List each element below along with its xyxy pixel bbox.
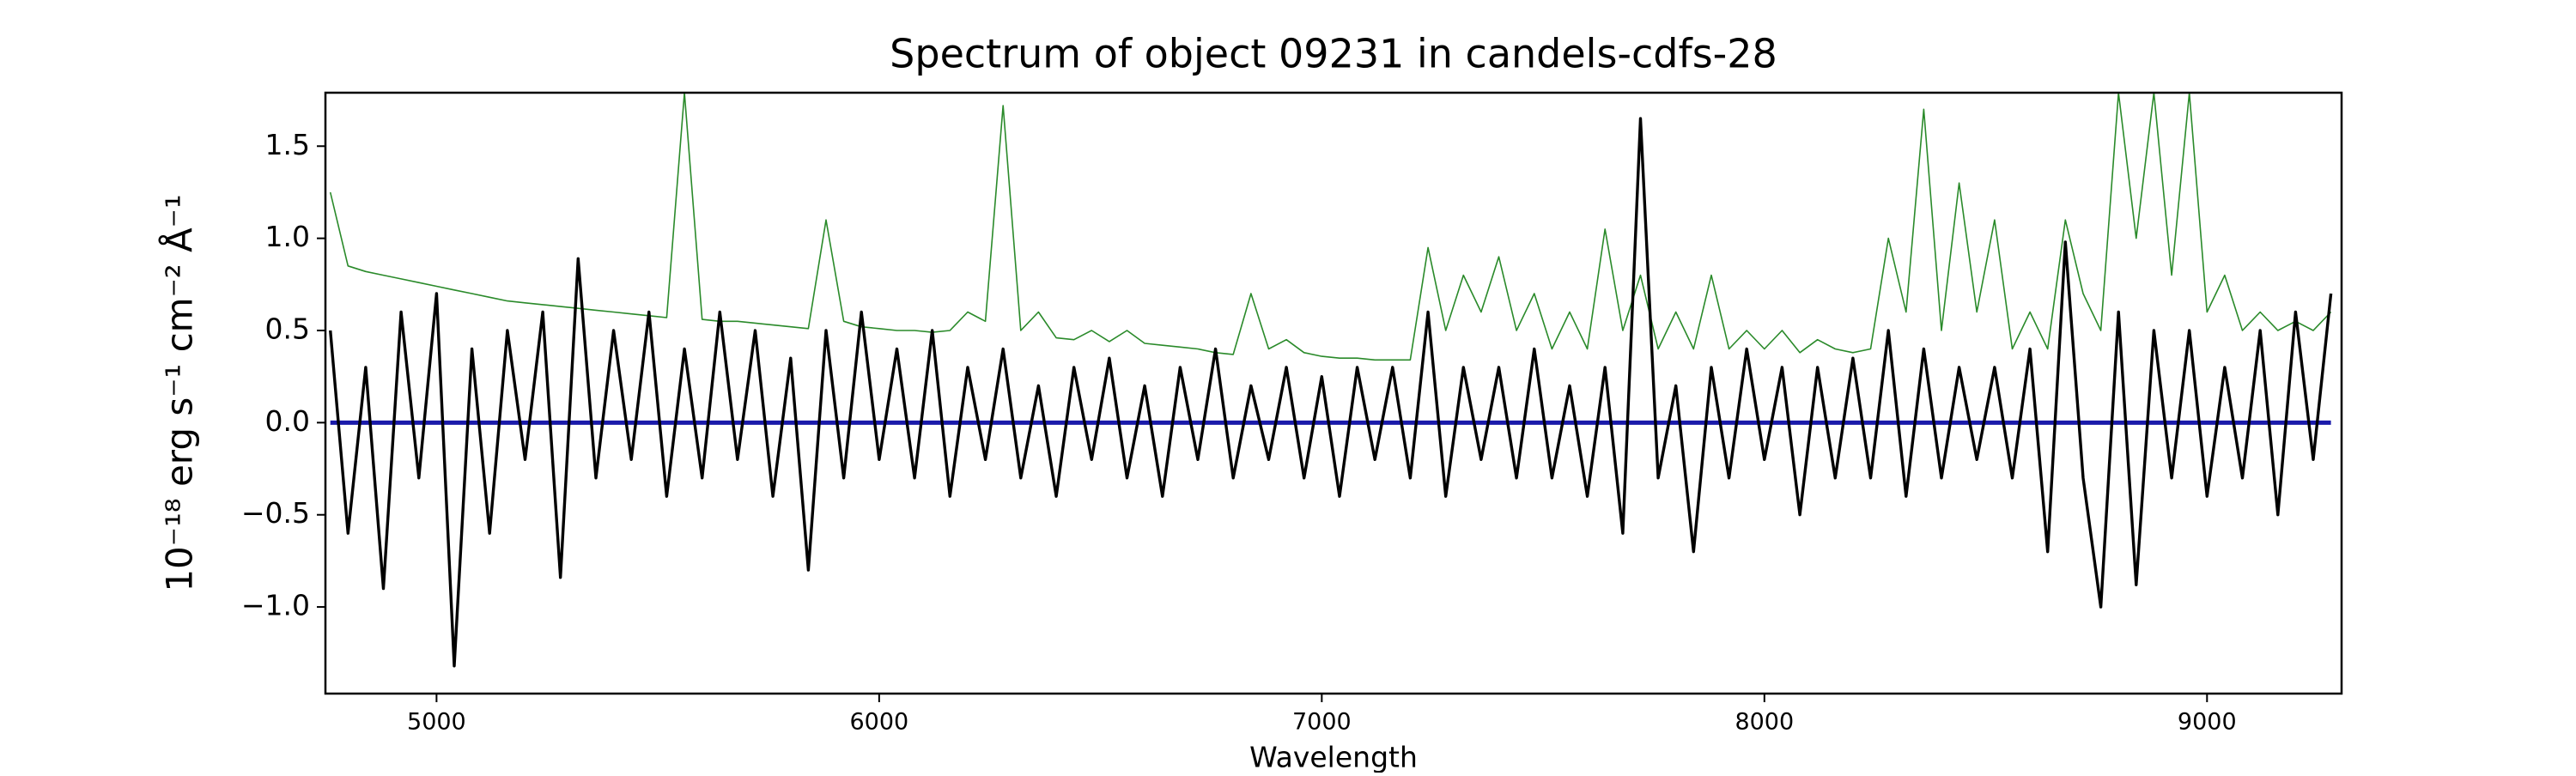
x-tick-label: 7000	[1292, 709, 1352, 736]
plot-area	[329, 93, 2333, 668]
y-tick-label: 0.0	[265, 404, 310, 438]
y-tick-label: −1.0	[241, 589, 310, 622]
x-axis-label: Wavelength	[1249, 741, 1418, 773]
y-tick-label: 1.5	[265, 128, 310, 161]
x-tick-label: 5000	[407, 709, 466, 736]
x-tick-label: 9000	[2178, 709, 2237, 736]
chart-title: Spectrum of object 09231 in candels-cdfs…	[890, 31, 1777, 77]
x-tick-label: 6000	[850, 709, 909, 736]
y-tick-label: −0.5	[241, 496, 310, 530]
plot-frame	[324, 91, 2343, 695]
x-tick-label: 8000	[1735, 709, 1794, 736]
y-tick-label: 0.5	[265, 312, 310, 345]
y-axis-label: 10⁻¹⁸ erg s⁻¹ cm⁻² Å⁻¹	[158, 194, 201, 591]
y-tick-label: 1.0	[265, 220, 310, 253]
spectrum-line	[329, 117, 2333, 668]
spectrum-line	[329, 93, 2332, 361]
